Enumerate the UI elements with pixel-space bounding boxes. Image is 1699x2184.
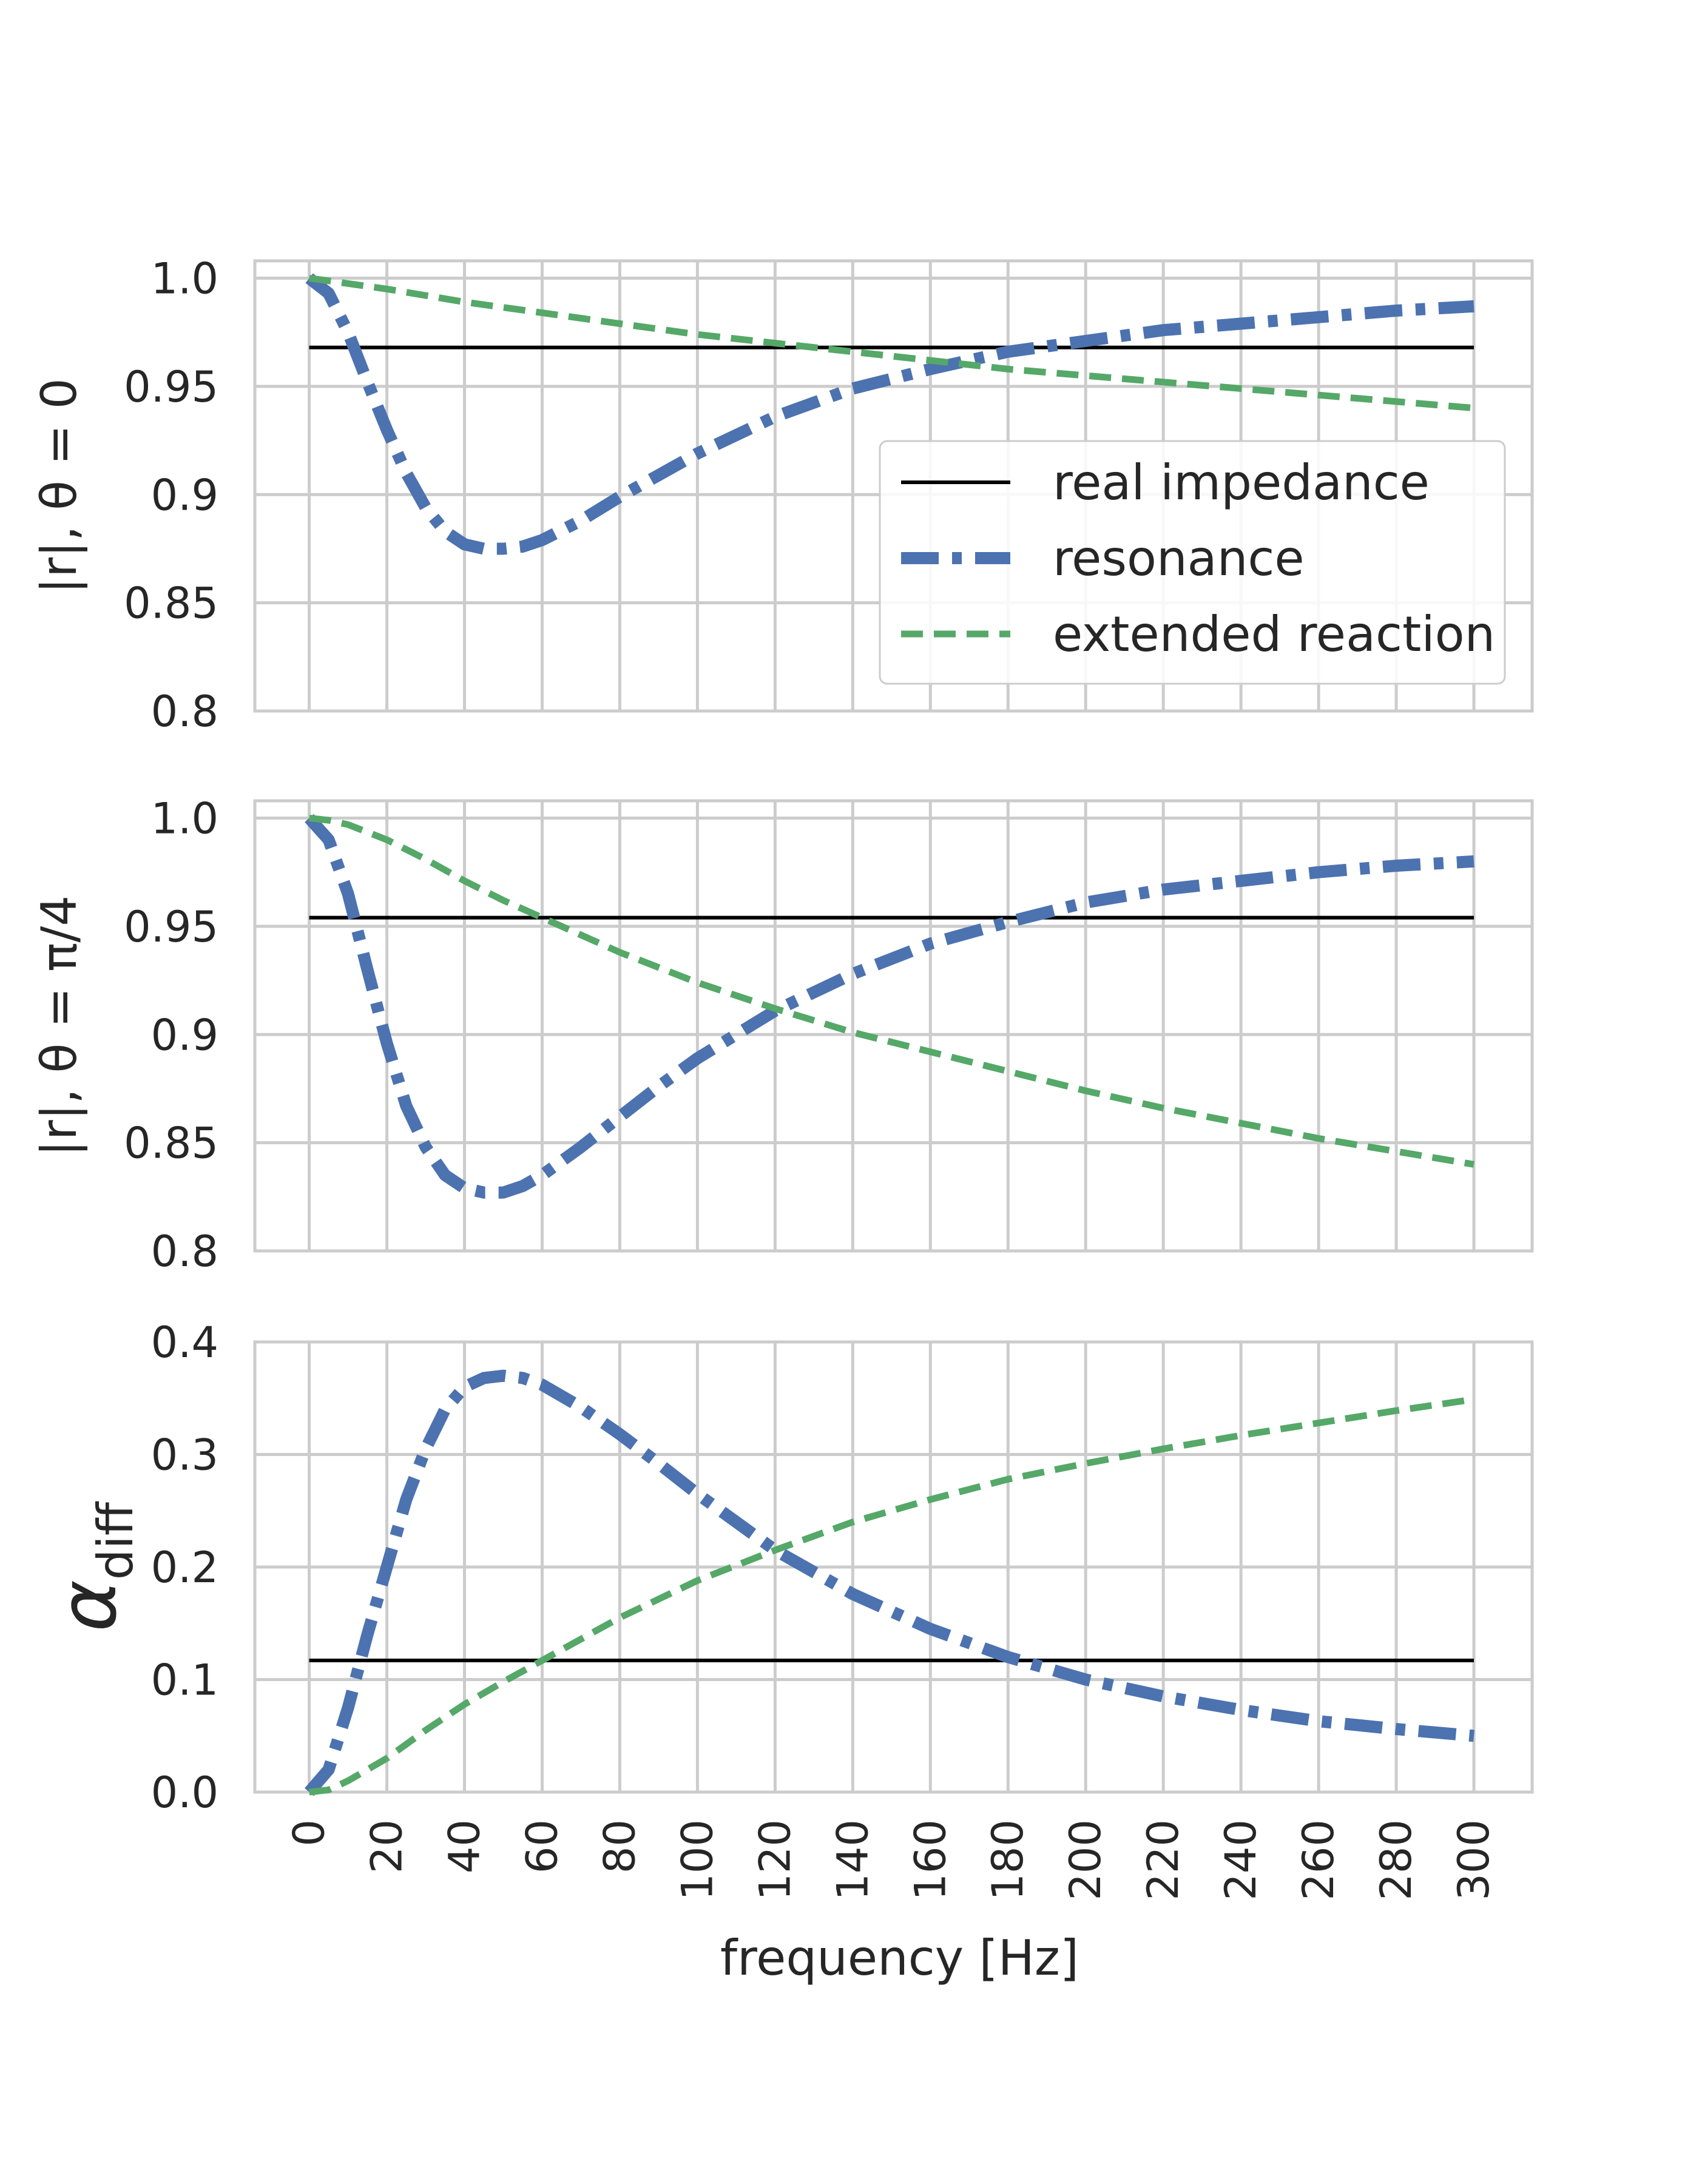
y-tick-label: 0.95	[124, 902, 218, 952]
legend-box	[879, 440, 1506, 685]
x-tick-label: 160	[905, 1819, 955, 1901]
x-tick-label: 20	[362, 1819, 412, 1873]
y-axis-label: |r|, θ = 0	[31, 378, 88, 593]
y-tick-label: 0.85	[124, 579, 218, 629]
y-tick-label: 0.9	[151, 1010, 218, 1060]
legend-label-real-impedance: real impedance	[1053, 454, 1430, 511]
y-tick-label: 0.1	[151, 1656, 218, 1705]
x-tick-label: 200	[1061, 1819, 1110, 1901]
y-tick-label: 0.9	[151, 470, 218, 520]
y-tick-label: 0.8	[151, 1227, 218, 1276]
x-axis-label: frequency [Hz]	[720, 1930, 1079, 1986]
legend-label-resonance: resonance	[1053, 530, 1305, 587]
y-tick-label: 0.3	[151, 1431, 218, 1480]
axes-frame	[253, 1340, 1534, 1794]
legend-label-extended-reaction: extended reaction	[1053, 606, 1495, 662]
y-tick-label: 1.0	[151, 254, 218, 304]
x-tick-label: 80	[595, 1819, 644, 1873]
x-tick-label: 100	[672, 1819, 722, 1901]
y-tick-label: 0.2	[151, 1543, 218, 1592]
series-line-extended-reaction	[308, 815, 1474, 1168]
y-tick-label: 0.8	[151, 687, 218, 736]
y-tick-label: 1.0	[151, 794, 218, 844]
x-tick-label: 220	[1138, 1819, 1188, 1901]
series-line-resonance	[305, 1369, 1474, 1796]
panel-3: 0.0 0.1 0.2 0.3 0.4 αdiff	[42, 1318, 1534, 1818]
y-tick-label: 0.0	[151, 1768, 218, 1818]
axes-frame	[253, 799, 1534, 1253]
x-tick-label: 280	[1371, 1819, 1421, 1901]
series-line-resonance	[305, 814, 1474, 1199]
y-axis-label: |r|, θ = π/4	[31, 895, 88, 1157]
x-tick-label: 60	[517, 1819, 567, 1873]
y-tick-label: 0.95	[124, 362, 218, 412]
x-tick-label: 180	[983, 1819, 1033, 1901]
axes-frame	[253, 259, 1534, 713]
panel-2: 0.8 0.85 0.9 0.95 1.0 |r|, θ = π/4	[31, 794, 1534, 1276]
y-tick-label: 0.4	[151, 1318, 218, 1367]
y-axis-label-main: α	[42, 1580, 134, 1632]
x-tick-label: 260	[1294, 1819, 1343, 1901]
x-tick-label: 0	[285, 1819, 334, 1847]
y-axis-label: αdiff	[42, 1501, 144, 1632]
x-tick-label: 240	[1216, 1819, 1266, 1901]
series-line-extended-reaction	[308, 275, 1474, 412]
x-tick-label: 300	[1449, 1819, 1499, 1901]
x-tick-label: 120	[750, 1819, 800, 1901]
x-tick-label: 40	[440, 1819, 490, 1873]
y-tick-label: 0.85	[124, 1119, 218, 1168]
series-line-extended-reaction	[308, 1396, 1474, 1796]
y-axis-label-sub: diff	[87, 1501, 144, 1580]
x-tick-label: 140	[828, 1819, 877, 1901]
